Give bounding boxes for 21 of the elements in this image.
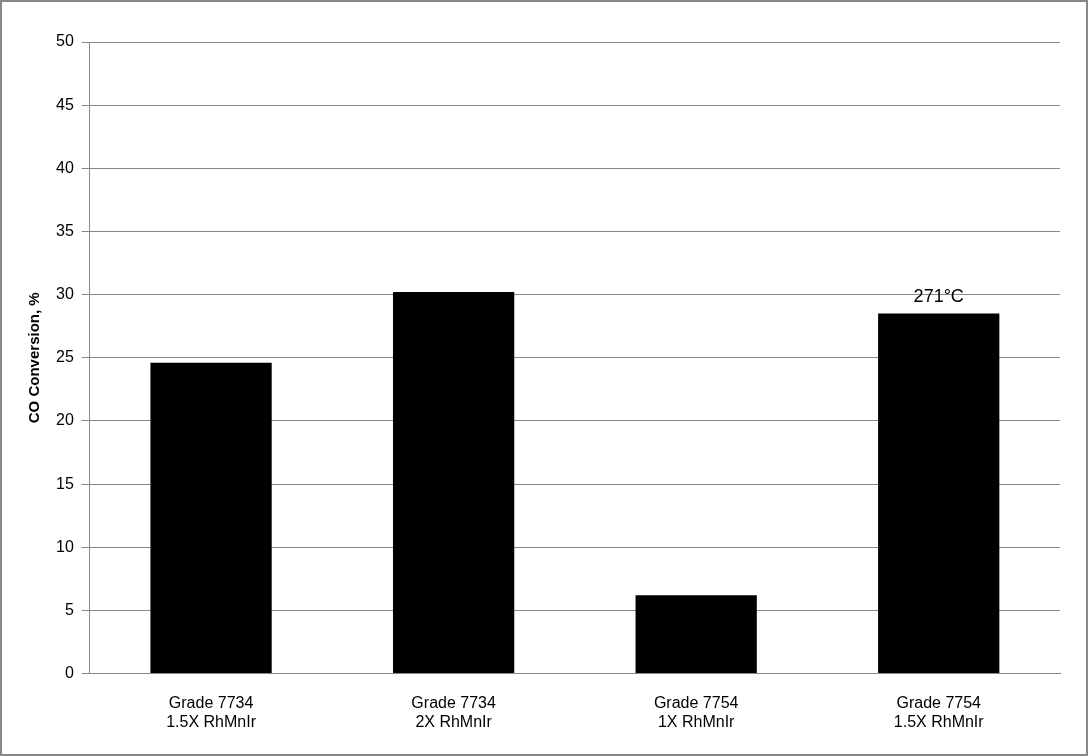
x-tick-label: Grade 7754 1X RhMnIr — [653, 693, 739, 730]
bar — [635, 595, 757, 674]
x-tick-label: Grade 7734 2X RhMnIr — [411, 693, 496, 730]
y-tick-label: 30 — [56, 285, 74, 303]
x-tick-label: Grade 7734 1.5X RhMnIr — [166, 693, 257, 730]
y-tick-label: 15 — [56, 474, 74, 492]
y-tick-label: 35 — [56, 221, 74, 239]
y-axis-title: CO Conversion, % — [25, 292, 43, 424]
bar — [150, 362, 272, 674]
y-tick-label: 20 — [56, 411, 74, 429]
x-tick-label: Grade 7754 1.5X RhMnIr — [893, 693, 985, 730]
bar — [392, 292, 515, 674]
y-tick-label: 0 — [64, 664, 74, 682]
y-tick-label: 40 — [56, 158, 74, 176]
y-tick-label: 25 — [56, 348, 74, 366]
y-tick-label: 10 — [56, 537, 74, 555]
annotation: 271°C — [913, 285, 964, 306]
bar — [878, 313, 1000, 674]
y-tick-label: 45 — [56, 95, 74, 113]
y-tick-label: 50 — [56, 32, 74, 50]
y-tick-label: 5 — [64, 600, 74, 618]
